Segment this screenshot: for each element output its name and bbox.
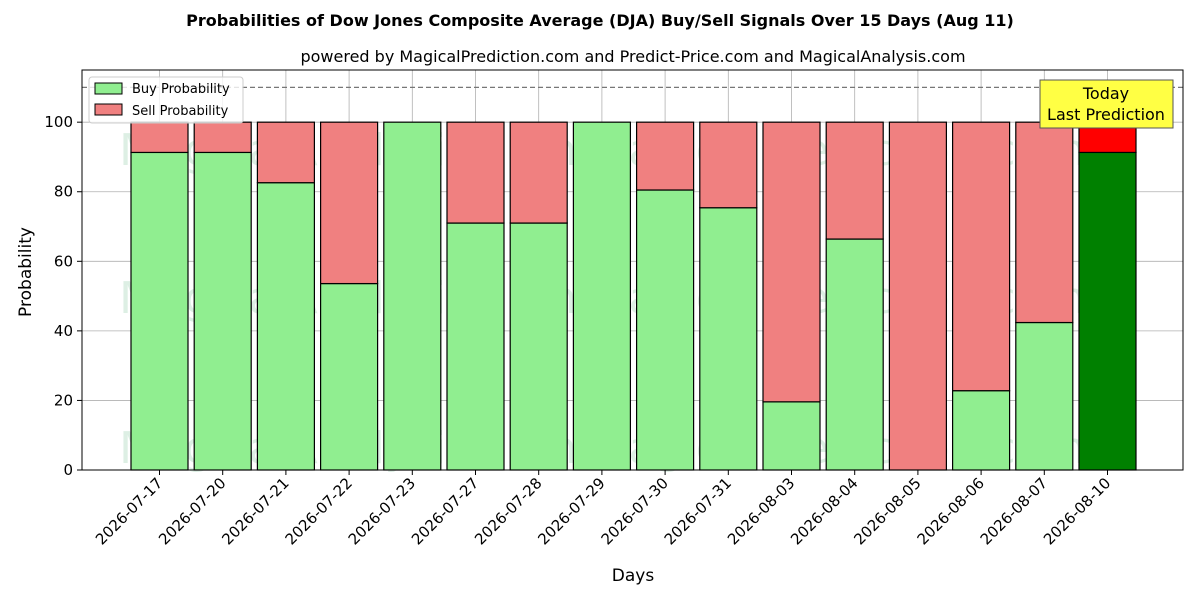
- bar-sell: [256, 121, 315, 184]
- legend-swatch-buy: [94, 82, 123, 95]
- annotation-line-2: Last Prediction: [1047, 105, 1165, 124]
- x-tick-label: 2026-07-31: [661, 474, 735, 548]
- x-tick-label: 2026-07-23: [345, 474, 419, 548]
- annotation-box: [1039, 79, 1174, 129]
- bar-buy: [446, 222, 505, 471]
- x-tick-label: 2026-07-30: [598, 474, 672, 548]
- y-tick-label: 40: [54, 322, 73, 340]
- bar-sell: [130, 121, 189, 154]
- y-tick-label: 80: [54, 183, 73, 201]
- y-tick-label: 100: [44, 113, 73, 131]
- bar-buy: [509, 222, 568, 471]
- x-tick-label: 2026-07-27: [408, 474, 482, 548]
- annotation-line-1: Today: [1082, 84, 1129, 103]
- legend-label-buy: Buy Probability: [132, 82, 230, 97]
- x-tick-label: 2026-07-20: [155, 474, 229, 548]
- x-tick-label: 2026-07-29: [534, 474, 608, 548]
- bar-buy: [572, 121, 632, 471]
- bar-sell: [1015, 121, 1074, 324]
- plot-frame: [81, 69, 1184, 471]
- y-axis: 0 20 40 60 80 100: [44, 113, 82, 479]
- x-tick-label: 2026-07-21: [218, 474, 292, 548]
- bar-sell: [888, 121, 948, 471]
- x-tick-label: 2026-08-10: [1040, 474, 1114, 548]
- legend-swatch-sell: [94, 103, 123, 116]
- x-tick-label: 2026-08-04: [787, 474, 861, 548]
- bar-sell: [509, 121, 568, 224]
- y-tick-label: 60: [54, 252, 73, 270]
- bar-sell: [825, 121, 884, 240]
- x-tick-label: 2026-07-22: [282, 474, 356, 548]
- legend-label-sell: Sell Probability: [132, 104, 229, 119]
- bar-sell: [193, 121, 252, 154]
- bar-buy: [951, 390, 1011, 471]
- bar-sell: [951, 121, 1011, 392]
- bar-buy: [1078, 151, 1137, 471]
- bar-buy: [699, 207, 758, 471]
- bar-buy: [256, 182, 315, 471]
- x-tick-label: 2026-08-06: [914, 474, 988, 548]
- x-tick-label: 2026-07-28: [471, 474, 545, 548]
- bar-buy: [383, 121, 442, 471]
- today-annotation: Today Last Prediction: [1039, 79, 1174, 129]
- bars: [130, 121, 1137, 471]
- x-tick-label: 2026-08-07: [977, 474, 1051, 548]
- bar-sell: [320, 121, 379, 285]
- x-axis: 2026-07-172026-07-202026-07-212026-07-22…: [92, 470, 1114, 548]
- legend: Buy Probability Sell Probability: [88, 76, 244, 124]
- bar-buy: [1015, 321, 1074, 471]
- bar-sell: [635, 121, 695, 191]
- bar-sell: [762, 121, 821, 403]
- bar-buy: [130, 151, 189, 471]
- chart-subtitle: powered by MagicalPrediction.com and Pre…: [300, 47, 965, 66]
- bar-buy: [193, 151, 252, 471]
- chart-title: Probabilities of Dow Jones Composite Ave…: [186, 11, 1014, 30]
- y-axis-label: Probability: [16, 227, 36, 317]
- bar-buy: [762, 401, 821, 471]
- bar-buy: [635, 189, 695, 471]
- legend-box: [88, 76, 244, 124]
- bar-buy: [320, 282, 379, 471]
- bar-buy: [825, 238, 884, 471]
- x-axis-label: Days: [612, 566, 655, 586]
- x-tick-label: 2026-08-03: [724, 474, 798, 548]
- x-tick-label: 2026-08-05: [850, 474, 924, 548]
- x-tick-label: 2026-07-17: [92, 474, 166, 548]
- y-tick-label: 20: [54, 391, 73, 409]
- y-tick-label: 0: [63, 461, 73, 479]
- bar-sell: [699, 121, 758, 209]
- bar-sell: [446, 121, 505, 224]
